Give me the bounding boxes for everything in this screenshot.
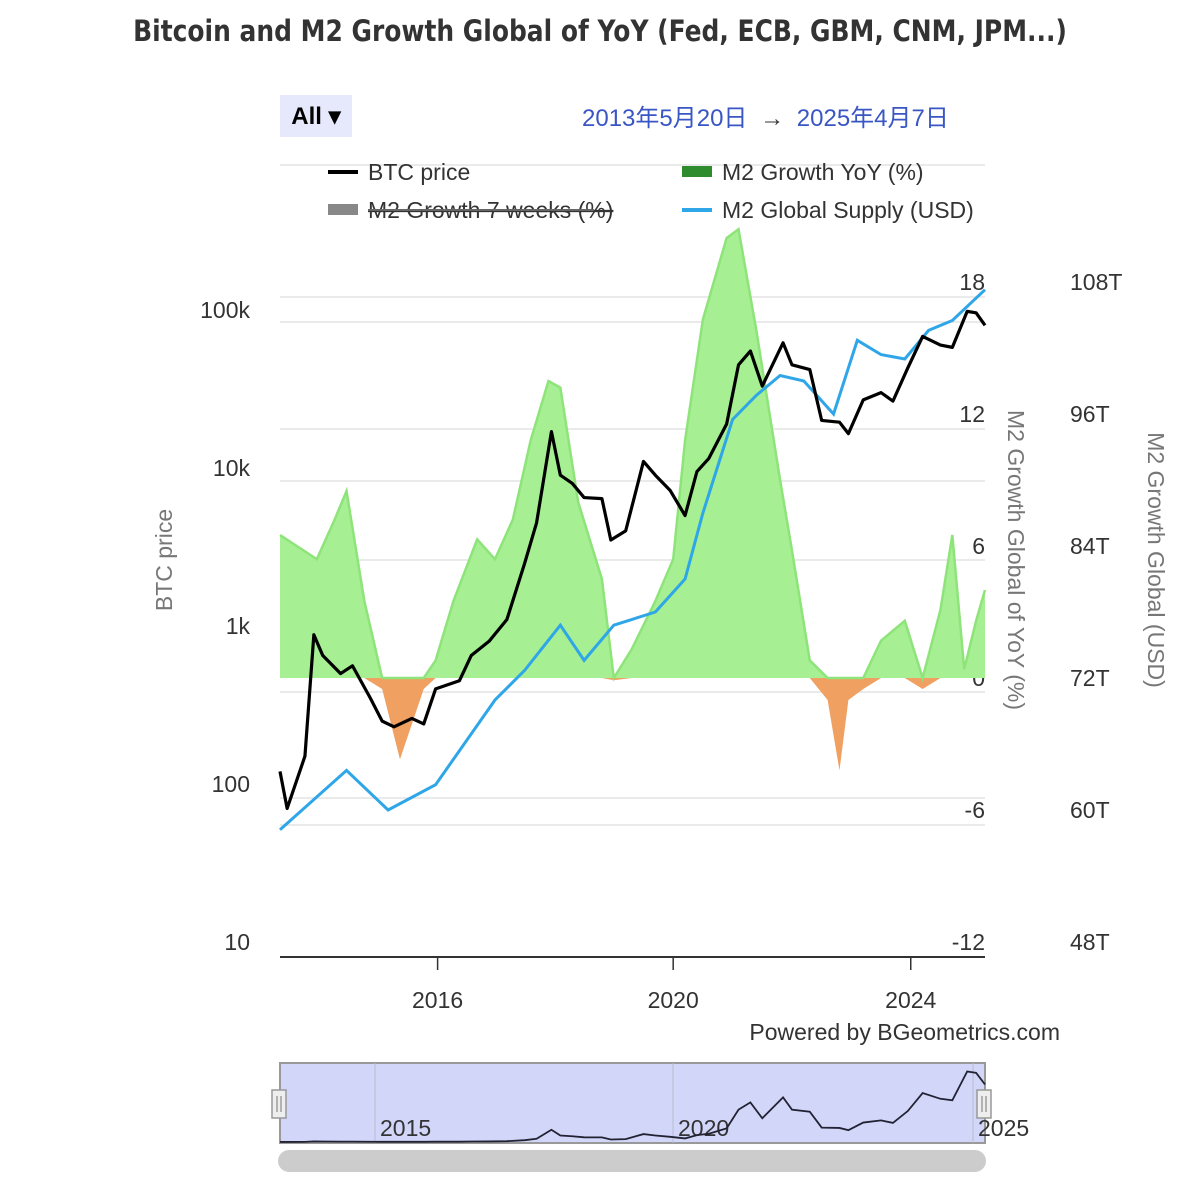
yoy-series-line <box>279 226 987 683</box>
x-axis-tick: 2016 <box>412 987 463 1013</box>
yoy-axis-tick: 18 <box>959 269 985 295</box>
btc-axis-tick: 10k <box>213 455 251 481</box>
yoy-axis-tick: -6 <box>965 797 985 823</box>
navigator-tick: 2020 <box>678 1115 729 1141</box>
yoy-axis-tick: -12 <box>952 929 985 955</box>
range-selector-button[interactable]: All ▾ <box>280 95 352 137</box>
yoy-positive-area <box>280 229 985 678</box>
navigator-handle[interactable] <box>976 1089 992 1119</box>
navigator-btc-line <box>279 1070 986 1143</box>
m2-axis-tick: 96T <box>1070 401 1110 427</box>
navigator-tick: 2015 <box>380 1115 431 1141</box>
yoy-axis-title: M2 Growth Global of YoY (%) <box>1003 410 1029 710</box>
m2-axis-title: M2 Growth Global (USD) <box>1143 432 1169 688</box>
navigator-tick: 2025 <box>978 1115 1029 1141</box>
legend-item[interactable]: M2 Growth YoY (%) <box>722 159 924 185</box>
btc-axis-title: BTC price <box>151 509 177 611</box>
yoy-negative-area <box>280 678 985 771</box>
x-axis-tick: 2024 <box>885 987 936 1013</box>
date-range: 2013年5月20日 → 2025年4月7日 <box>582 98 949 133</box>
m2-axis-tick: 72T <box>1070 665 1110 691</box>
btc-axis-tick: 100 <box>212 771 250 797</box>
legend-swatch-icon[interactable] <box>328 204 358 215</box>
navigator-scrollbar[interactable] <box>278 1150 986 1172</box>
legend-swatch-icon[interactable] <box>682 166 712 177</box>
credits-link[interactable]: Powered by BGeometrics.com <box>749 1019 1060 1045</box>
navigator-handle[interactable] <box>271 1089 287 1119</box>
yoy-axis-tick: 6 <box>972 533 985 559</box>
x-axis-tick: 2020 <box>648 987 699 1013</box>
m2-supply-line <box>279 288 987 831</box>
btc-price-line <box>278 309 987 811</box>
yoy-axis-tick: 12 <box>959 401 985 427</box>
date-from[interactable]: 2013年5月20日 <box>582 105 748 132</box>
legend-item[interactable]: M2 Global Supply (USD) <box>722 197 974 223</box>
btc-axis-tick: 1k <box>226 613 251 639</box>
m2-axis-tick: 108T <box>1070 269 1122 295</box>
btc-axis-tick: 100k <box>200 297 250 323</box>
m2-axis-tick: 60T <box>1070 797 1110 823</box>
chart-title: Bitcoin and M2 Growth Global of YoY (Fed… <box>133 14 1067 48</box>
date-arrow: → <box>760 105 785 132</box>
btc-axis-tick: 10 <box>224 929 250 955</box>
m2-axis-tick: 84T <box>1070 533 1110 559</box>
legend-item[interactable]: BTC price <box>368 159 470 185</box>
date-to[interactable]: 2025年4月7日 <box>796 105 949 132</box>
m2-axis-tick: 48T <box>1070 929 1110 955</box>
